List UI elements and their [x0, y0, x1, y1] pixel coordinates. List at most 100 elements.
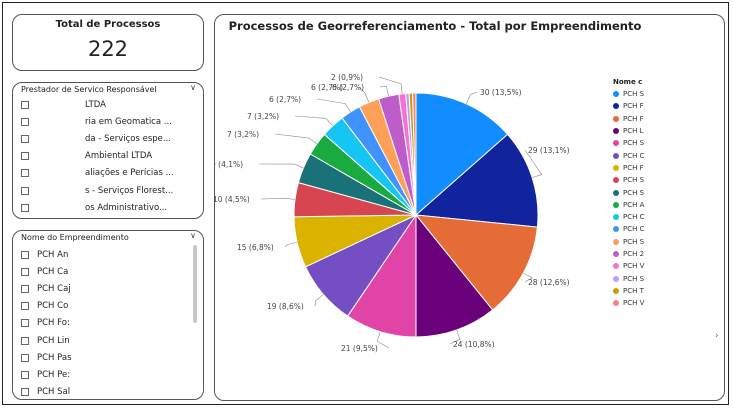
pie-slice[interactable]	[414, 214, 538, 311]
slicer-item[interactable]: PCH Sal	[21, 384, 72, 400]
legend-swatch	[613, 263, 619, 270]
slicer-item-label: PCH Pas	[37, 352, 72, 363]
slicer-item[interactable]: PCH Fo:	[21, 315, 72, 332]
slicer-item[interactable]: Ambiental LTDA	[21, 148, 152, 165]
leader-line	[294, 115, 334, 126]
slicer-item-label: PCH Sal	[37, 387, 71, 398]
slicer-item[interactable]: s - Serviços Florest...	[21, 182, 173, 199]
slicer-item[interactable]: LTDA	[21, 96, 106, 113]
legend-label: PCH S	[623, 274, 645, 283]
slicer-item[interactable]: PCH Lin	[21, 332, 72, 349]
checkbox[interactable]	[21, 169, 29, 178]
legend-item[interactable]: PCH 2	[613, 248, 721, 260]
checkbox[interactable]	[21, 370, 29, 379]
slicer-item[interactable]: da - Serviços espe...	[21, 130, 171, 147]
checkbox[interactable]	[21, 284, 29, 293]
pie-chart-card: Processos de Georreferenciamento - Total…	[214, 14, 725, 401]
legend-item[interactable]: PCH F	[613, 162, 721, 174]
checkbox[interactable]	[21, 100, 29, 109]
slicer-item[interactable]: aliações e Perícias ...	[21, 165, 174, 182]
checkbox[interactable]	[21, 250, 29, 259]
legend-item[interactable]: PCH S	[613, 272, 721, 284]
report-canvas	[2, 2, 729, 405]
checkbox[interactable]	[21, 152, 29, 161]
chevron-down-icon[interactable]: ∨	[190, 83, 196, 92]
chart-legend: Nome c PCH S PCH F PCH F PCH L PCH S PCH C PCH…	[613, 78, 721, 309]
checkbox[interactable]	[21, 186, 29, 195]
slicer-scrollbar[interactable]	[193, 245, 197, 323]
legend-swatch	[613, 189, 619, 196]
slicer-empreendimento-title: Nome do Empreendimento	[21, 233, 129, 242]
slicer-item[interactable]: PCH Pe:	[21, 366, 72, 383]
data-label: 29 (13,1%)	[528, 146, 570, 155]
legend-swatch	[613, 140, 619, 147]
checkbox[interactable]	[21, 336, 29, 345]
checkbox[interactable]	[21, 117, 29, 126]
legend-item[interactable]: PCH S	[613, 137, 721, 149]
legend-item[interactable]: PCH V	[613, 260, 721, 272]
legend-item[interactable]: PCH A	[613, 199, 721, 211]
pie-slice[interactable]	[412, 92, 417, 216]
legend-swatch	[613, 103, 619, 110]
data-label: 24 (10,8%)	[453, 340, 495, 349]
slicer-item[interactable]: PCH Caj	[21, 280, 72, 297]
data-label: 6 (2,7%)	[332, 83, 364, 92]
checkbox[interactable]	[21, 353, 29, 362]
legend-swatch	[613, 251, 619, 257]
data-label: 6 (2,7%)	[311, 83, 343, 92]
checkbox[interactable]	[21, 302, 29, 311]
slicer-item-label: s - Serviços Florest...	[85, 185, 174, 196]
legend-swatch	[613, 177, 619, 184]
leader-line	[258, 163, 304, 169]
checkbox[interactable]	[21, 319, 29, 328]
legend-item[interactable]: PCH S	[613, 236, 721, 248]
slicer-item-label: aliações e Perícias ...	[85, 168, 174, 179]
slicer-item[interactable]: PCH Pas	[21, 349, 72, 366]
pie-slice[interactable]	[415, 92, 509, 217]
slicer-item-label: LTDA	[85, 99, 106, 110]
legend-item[interactable]: PCH C	[613, 149, 721, 161]
legend-swatch	[613, 226, 619, 233]
legend-label: PCH F	[623, 163, 644, 172]
legend-swatch	[613, 238, 619, 245]
legend-item[interactable]: PCH S	[613, 174, 721, 186]
pie-slice[interactable]	[415, 213, 494, 338]
legend-item[interactable]: PCH F	[613, 113, 721, 125]
slicer-item[interactable]: ria em Geomatica ...	[21, 113, 172, 130]
data-label: 6 (2,7%)	[269, 95, 301, 104]
legend-item[interactable]: PCH S	[613, 186, 721, 198]
leader-line	[523, 272, 533, 283]
slicer-item[interactable]: PCH Co	[21, 298, 72, 315]
slicer-item[interactable]: os Administrativo...	[21, 199, 167, 216]
data-label: 7 (3,2%)	[247, 112, 279, 121]
legend-item[interactable]: PCH C	[613, 223, 721, 235]
legend-label: PCH A	[623, 200, 645, 209]
legend-swatch	[613, 91, 619, 98]
total-processos-card: Total de Processos 222	[12, 14, 204, 71]
legend-item[interactable]: PCH S	[613, 88, 721, 100]
slicer-item-label: PCH Pe:	[37, 369, 71, 380]
leader-line	[314, 294, 324, 307]
slicer-item[interactable]: PCH Ca	[21, 263, 72, 280]
checkbox[interactable]	[21, 388, 29, 397]
checkbox[interactable]	[21, 203, 29, 212]
checkbox[interactable]	[21, 134, 29, 143]
chevron-down-icon[interactable]: ∨	[190, 231, 196, 240]
legend-item[interactable]: PCH C	[613, 211, 721, 223]
checkbox[interactable]	[21, 267, 29, 276]
slicer-item[interactable]: PCH An	[21, 246, 72, 263]
leader-line	[378, 76, 403, 94]
pie-slice[interactable]	[414, 133, 539, 228]
legend-item[interactable]: PCH V	[613, 297, 721, 309]
slicer-item-label: da - Serviços espe...	[85, 133, 171, 144]
legend-item[interactable]: PCH F	[613, 100, 721, 112]
legend-label: PCH S	[623, 237, 645, 246]
kpi-value: 222	[87, 37, 129, 61]
legend-swatch	[613, 300, 619, 307]
legend-swatch	[613, 115, 619, 122]
chevron-right-icon[interactable]: ›	[715, 331, 719, 341]
slicer-item-label: PCH Lin	[37, 335, 70, 346]
slicer-item-label: PCH Co	[37, 301, 69, 312]
legend-item[interactable]: PCH L	[613, 125, 721, 137]
legend-item[interactable]: PCH T	[613, 285, 721, 297]
